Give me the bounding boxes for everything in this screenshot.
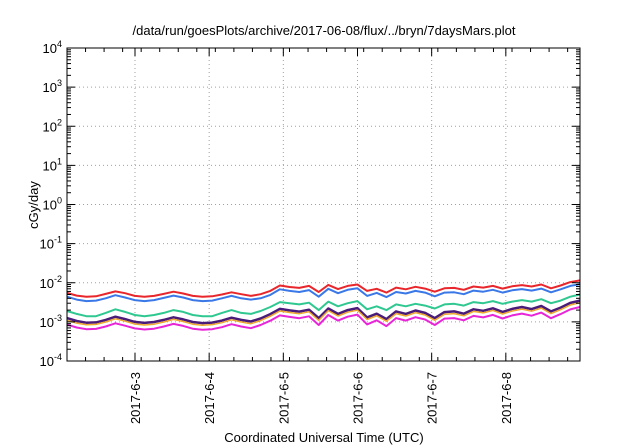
y-tick-label: 10-2 [40, 274, 62, 291]
x-tick-label: 2017-6-7 [425, 372, 440, 424]
chart-title: /data/run/goesPlots/archive/2017-06-08/f… [133, 23, 516, 38]
y-tick-label: 10-3 [40, 313, 62, 330]
series-layer [66, 279, 581, 331]
y-tick-label: 101 [43, 156, 62, 173]
x-ticks: 2017-6-3 2017-6-4 2017-6-5 2017-6-6 2017-6-7… [66, 48, 569, 424]
series-line-2 [66, 283, 581, 303]
series-line-6 [66, 306, 581, 331]
x-tick-label: 2017-6-4 [202, 372, 217, 424]
x-tick-label: 2017-6-3 [128, 372, 143, 424]
series-line-1 [66, 279, 581, 298]
y-tick-label: 10-1 [40, 235, 62, 252]
y-tick-label: 102 [43, 117, 62, 134]
series-line-5 [66, 301, 581, 326]
y-ticks: 104 103 102 101 100 10-1 10-2 10-3 10-4 [40, 39, 580, 369]
y-tick-label: 104 [43, 39, 62, 56]
x-tick-label: 2017-6-8 [499, 372, 514, 424]
series-line-4 [66, 299, 581, 325]
y-axis-label: cGy/day [26, 181, 41, 229]
x-tick-label: 2017-6-5 [276, 372, 291, 424]
y-tick-label: 100 [43, 196, 62, 213]
x-axis-label: Coordinated Universal Time (UTC) [224, 430, 423, 445]
series-line-3 [66, 293, 581, 318]
y-tick-label: 103 [43, 78, 62, 95]
x-tick-label: 2017-6-6 [350, 372, 365, 424]
y-tick-label: 10-4 [40, 352, 62, 369]
